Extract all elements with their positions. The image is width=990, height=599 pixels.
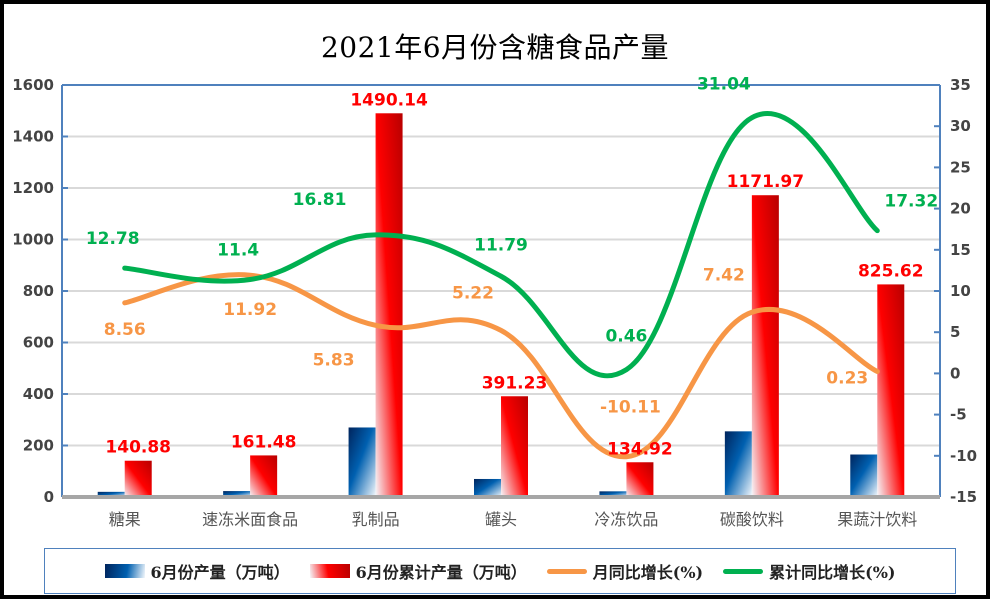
- chart-title: 2021年6月份含糖食品产量: [320, 31, 670, 64]
- bar-cumulative-output: [501, 396, 528, 497]
- line-data-label: 0.23: [826, 369, 868, 389]
- legend-swatch-green: [723, 568, 764, 574]
- category-label: 碳酸饮料: [720, 510, 784, 529]
- line-cumulative-growth: [122, 111, 880, 379]
- line-data-label: 11.4: [217, 240, 259, 260]
- bar-monthly-output: [724, 431, 752, 497]
- legend-label: 6月份累计产量（万吨）: [355, 563, 527, 582]
- line-data-label: -10.11: [600, 398, 661, 418]
- category-label: 果蔬汁饮料: [837, 510, 917, 529]
- right-tick-label: 20: [950, 200, 971, 218]
- right-tick-label: 15: [950, 241, 971, 259]
- right-tick-label: -15: [950, 488, 977, 506]
- left-tick-label: 800: [23, 282, 54, 300]
- bar-data-label: 140.88: [105, 438, 171, 458]
- category-label: 冷冻饮品: [594, 510, 658, 529]
- category-label: 罐头: [485, 510, 517, 529]
- bar-cumulative-output: [375, 113, 403, 498]
- right-tick-label: 30: [950, 117, 971, 135]
- bar-cumulative-output: [751, 195, 779, 498]
- line-data-label: 11.92: [223, 300, 277, 320]
- left-tick-label: 200: [23, 437, 54, 455]
- bar-monthly-output: [97, 491, 125, 497]
- right-tick-label: 10: [950, 282, 971, 300]
- left-tick-label: 600: [23, 334, 54, 352]
- bar-data-label: 134.92: [607, 439, 673, 459]
- bar-cumulative-output: [124, 460, 152, 497]
- category-label: 糖果: [109, 510, 141, 529]
- left-tick-label: 0: [44, 488, 54, 506]
- right-tick-label: -10: [950, 447, 977, 465]
- legend-item-monthly-growth: 月同比增长(%): [546, 559, 704, 583]
- category-label: 乳制品: [352, 510, 400, 529]
- bar-data-label: 1171.97: [727, 172, 804, 192]
- bar-cumulative-output: [250, 455, 278, 497]
- left-tick-label: 1400: [12, 128, 54, 146]
- line-data-label: 8.56: [104, 320, 146, 340]
- bar-cumulative-output: [877, 284, 905, 497]
- bar-monthly-output: [223, 491, 251, 497]
- line-data-label: 11.79: [474, 235, 528, 255]
- bar-monthly-output: [348, 427, 376, 497]
- legend-label: 月同比增长(%): [592, 563, 704, 582]
- category-label: 速冻米面食品: [202, 510, 298, 529]
- left-tick-label: 1000: [12, 231, 54, 249]
- line-data-label: 7.42: [703, 265, 745, 285]
- line-data-label: 16.81: [293, 190, 347, 210]
- bar-data-label: 391.23: [482, 373, 548, 393]
- bar-monthly-output: [599, 491, 627, 497]
- bar-data-label: 161.48: [231, 432, 297, 452]
- line-data-label: 5.22: [452, 283, 494, 303]
- line-data-label: 0.46: [605, 327, 647, 347]
- legend-item-monthly-output: 6月份产量（万吨）: [104, 559, 290, 583]
- bar-data-label: 825.62: [858, 261, 924, 281]
- chart-svg: 0 200 400 600 800 1000 1200 1400 1600 -15 -10 -5 0 5 1…: [12, 75, 977, 529]
- line-data-label: 5.83: [313, 350, 355, 370]
- bar-data-label: 1490.14: [350, 90, 428, 110]
- legend-item-cumulative-growth: 累计同比增长(%): [723, 559, 896, 583]
- left-tick-label: 1600: [12, 76, 54, 94]
- right-tick-label: 35: [950, 76, 971, 94]
- right-tick-label: 25: [950, 158, 971, 176]
- legend-swatch-red: [309, 564, 350, 578]
- legend-label: 累计同比增长(%): [769, 563, 896, 582]
- legend-label: 6月份产量（万吨）: [150, 563, 290, 582]
- left-tick-label: 400: [23, 385, 54, 403]
- bar-monthly-output: [850, 454, 878, 497]
- right-tick-label: 0: [950, 364, 960, 382]
- bar-cumulative-output: [626, 462, 654, 497]
- chart-frame: 2021年6月份含糖食品产量 0 200 400 600 800 1000 1200 1400…: [4, 4, 986, 595]
- left-tick-label: 1200: [12, 179, 54, 197]
- line-data-label: 31.04: [697, 75, 751, 95]
- legend: 6月份产量（万吨） 6月份累计产量（万吨） 月同比增长(%) 累计同比增长(%): [44, 548, 956, 594]
- line-data-label: 12.78: [86, 229, 140, 249]
- bar-monthly-output: [474, 478, 501, 497]
- right-tick-label: 5: [950, 323, 960, 341]
- legend-swatch-orange: [546, 568, 587, 574]
- legend-swatch-blue: [104, 564, 145, 578]
- line-data-label: 17.32: [884, 192, 938, 212]
- right-tick-label: -5: [950, 406, 967, 424]
- legend-item-cumulative-output: 6月份累计产量（万吨）: [309, 559, 527, 583]
